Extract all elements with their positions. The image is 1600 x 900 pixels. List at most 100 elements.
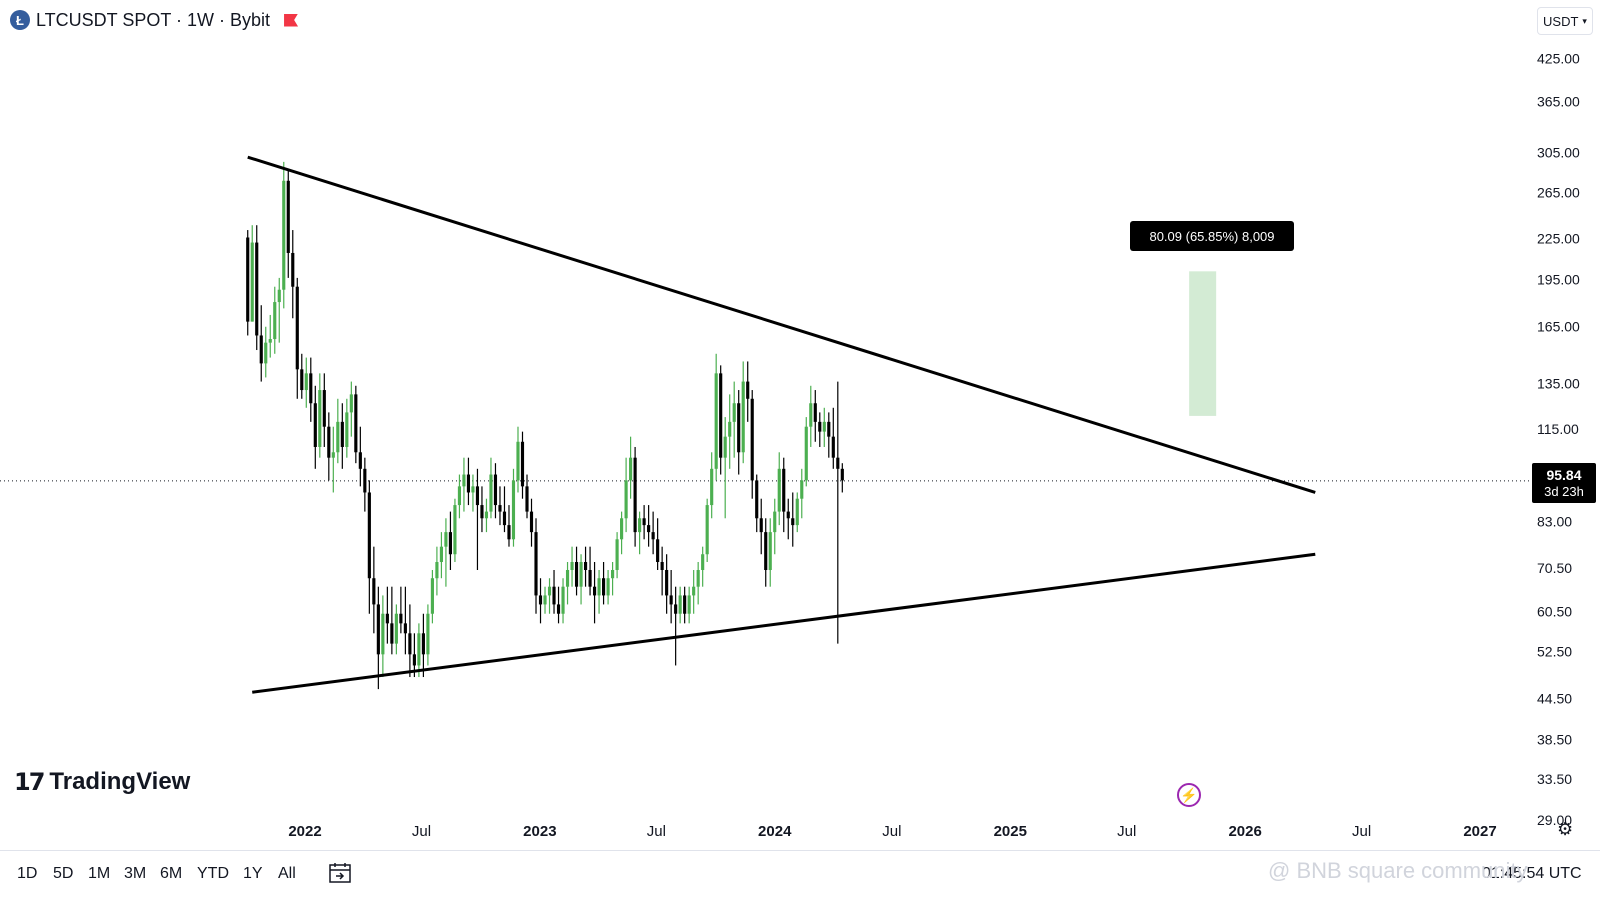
price-axis: 425.00 365.00 305.00 265.00 225.00 195.00 165.… <box>1537 50 1580 828</box>
candle <box>552 570 556 614</box>
candle-body <box>642 518 646 526</box>
candle <box>777 452 781 526</box>
candle <box>759 498 763 555</box>
price-chart[interactable]: 425.00 365.00 305.00 265.00 225.00 195.00 165.… <box>0 0 1600 850</box>
candle-body <box>480 505 484 519</box>
candle-body <box>259 335 263 364</box>
candle-body <box>385 613 389 624</box>
candle-body <box>448 532 453 555</box>
candle-body <box>836 457 840 469</box>
candle-body <box>764 532 768 571</box>
candle-body <box>656 539 660 563</box>
candle <box>313 385 317 469</box>
candle <box>309 357 313 422</box>
utc-clock[interactable]: 01:45:54 UTC <box>1482 865 1582 882</box>
candle <box>804 417 808 487</box>
candle <box>683 586 687 624</box>
candle-body <box>525 486 529 512</box>
price-tick-label: 33.50 <box>1537 771 1572 787</box>
candle <box>516 426 520 493</box>
candle-body <box>313 403 317 447</box>
currency-select[interactable]: USDT ▾ <box>1537 7 1593 35</box>
candle-body <box>475 486 480 506</box>
candle-body <box>426 613 430 655</box>
timeframe-ytd[interactable]: YTD <box>197 865 229 882</box>
time-tick-label: Jul <box>412 823 431 840</box>
candle-body <box>768 532 772 571</box>
candle-body <box>349 394 353 413</box>
price-tick-label: 265.00 <box>1537 184 1580 200</box>
candle <box>701 546 705 587</box>
timeframe-1m[interactable]: 1M <box>88 865 111 882</box>
symbol-title[interactable]: LTCUSDT SPOT · 1W · Bybit <box>36 9 271 30</box>
measure-label: 80.09 (65.85%) 8,009 <box>1130 221 1294 251</box>
timeframe-all[interactable]: All <box>278 865 296 882</box>
candle <box>597 570 601 614</box>
price-range-measure[interactable] <box>1189 271 1217 416</box>
candle-body <box>660 562 664 571</box>
candle <box>264 326 268 378</box>
tradingview-watermark[interactable]: 17 TradingView <box>14 768 190 796</box>
candle-body <box>800 480 804 499</box>
candle-body <box>471 486 475 493</box>
candle-body <box>638 518 642 533</box>
timeframe-3m[interactable]: 3M <box>124 865 147 882</box>
candle <box>732 381 736 458</box>
candle <box>827 412 831 458</box>
candle <box>768 518 772 587</box>
candle <box>507 505 511 547</box>
candle <box>714 353 718 481</box>
time-tick-label: Jul <box>882 823 901 840</box>
candle-body <box>291 252 295 287</box>
candle-body <box>327 426 331 458</box>
candle <box>592 562 597 624</box>
candle-body <box>444 532 448 547</box>
candle <box>656 518 660 571</box>
candle-body <box>318 390 322 447</box>
candle-body <box>255 242 259 336</box>
candle-body <box>710 468 714 506</box>
timeframe-1d[interactable]: 1D <box>17 865 38 882</box>
candle-body <box>795 498 799 526</box>
candle <box>782 457 786 533</box>
candle <box>439 532 443 579</box>
candle <box>525 474 529 519</box>
support-trendline[interactable] <box>252 552 1316 694</box>
candle-body <box>390 623 394 644</box>
candle <box>444 518 448 587</box>
timeframe-5d[interactable]: 5D <box>53 865 74 882</box>
candle-body <box>543 595 547 605</box>
candle-body <box>340 421 344 447</box>
lightning-icon[interactable]: ⚡ <box>1177 783 1201 807</box>
candle <box>574 546 579 596</box>
candle-body <box>669 595 673 605</box>
timeframe-1y[interactable]: 1Y <box>243 865 263 882</box>
price-tick-label: 225.00 <box>1537 231 1580 247</box>
candle <box>737 390 741 475</box>
community-watermark: @ BNB square community <box>1268 858 1528 883</box>
candle <box>583 546 588 587</box>
candle-body <box>376 604 380 655</box>
calendar-goto-icon[interactable] <box>328 861 352 885</box>
candle <box>480 486 484 533</box>
candle-body <box>592 586 597 596</box>
candle <box>529 498 534 547</box>
candle <box>547 578 552 614</box>
candle-body <box>511 480 516 540</box>
time-tick-label: 2026 <box>1228 823 1261 840</box>
candle <box>421 613 425 678</box>
candle <box>741 361 745 464</box>
candle-body <box>705 505 709 555</box>
candle-body <box>484 511 489 519</box>
candle-body <box>367 492 371 579</box>
timeframe-6m[interactable]: 6M <box>160 865 183 882</box>
candle <box>394 604 398 655</box>
time-tick-label: 2027 <box>1463 823 1496 840</box>
candle <box>250 225 254 322</box>
time-tick-label: Jul <box>1117 823 1136 840</box>
flag-icon[interactable] <box>284 13 299 27</box>
gear-icon[interactable]: ⚙ <box>1557 819 1574 839</box>
resistance-trendline[interactable] <box>247 155 1316 494</box>
candle <box>448 511 453 571</box>
candle-body <box>651 532 655 540</box>
